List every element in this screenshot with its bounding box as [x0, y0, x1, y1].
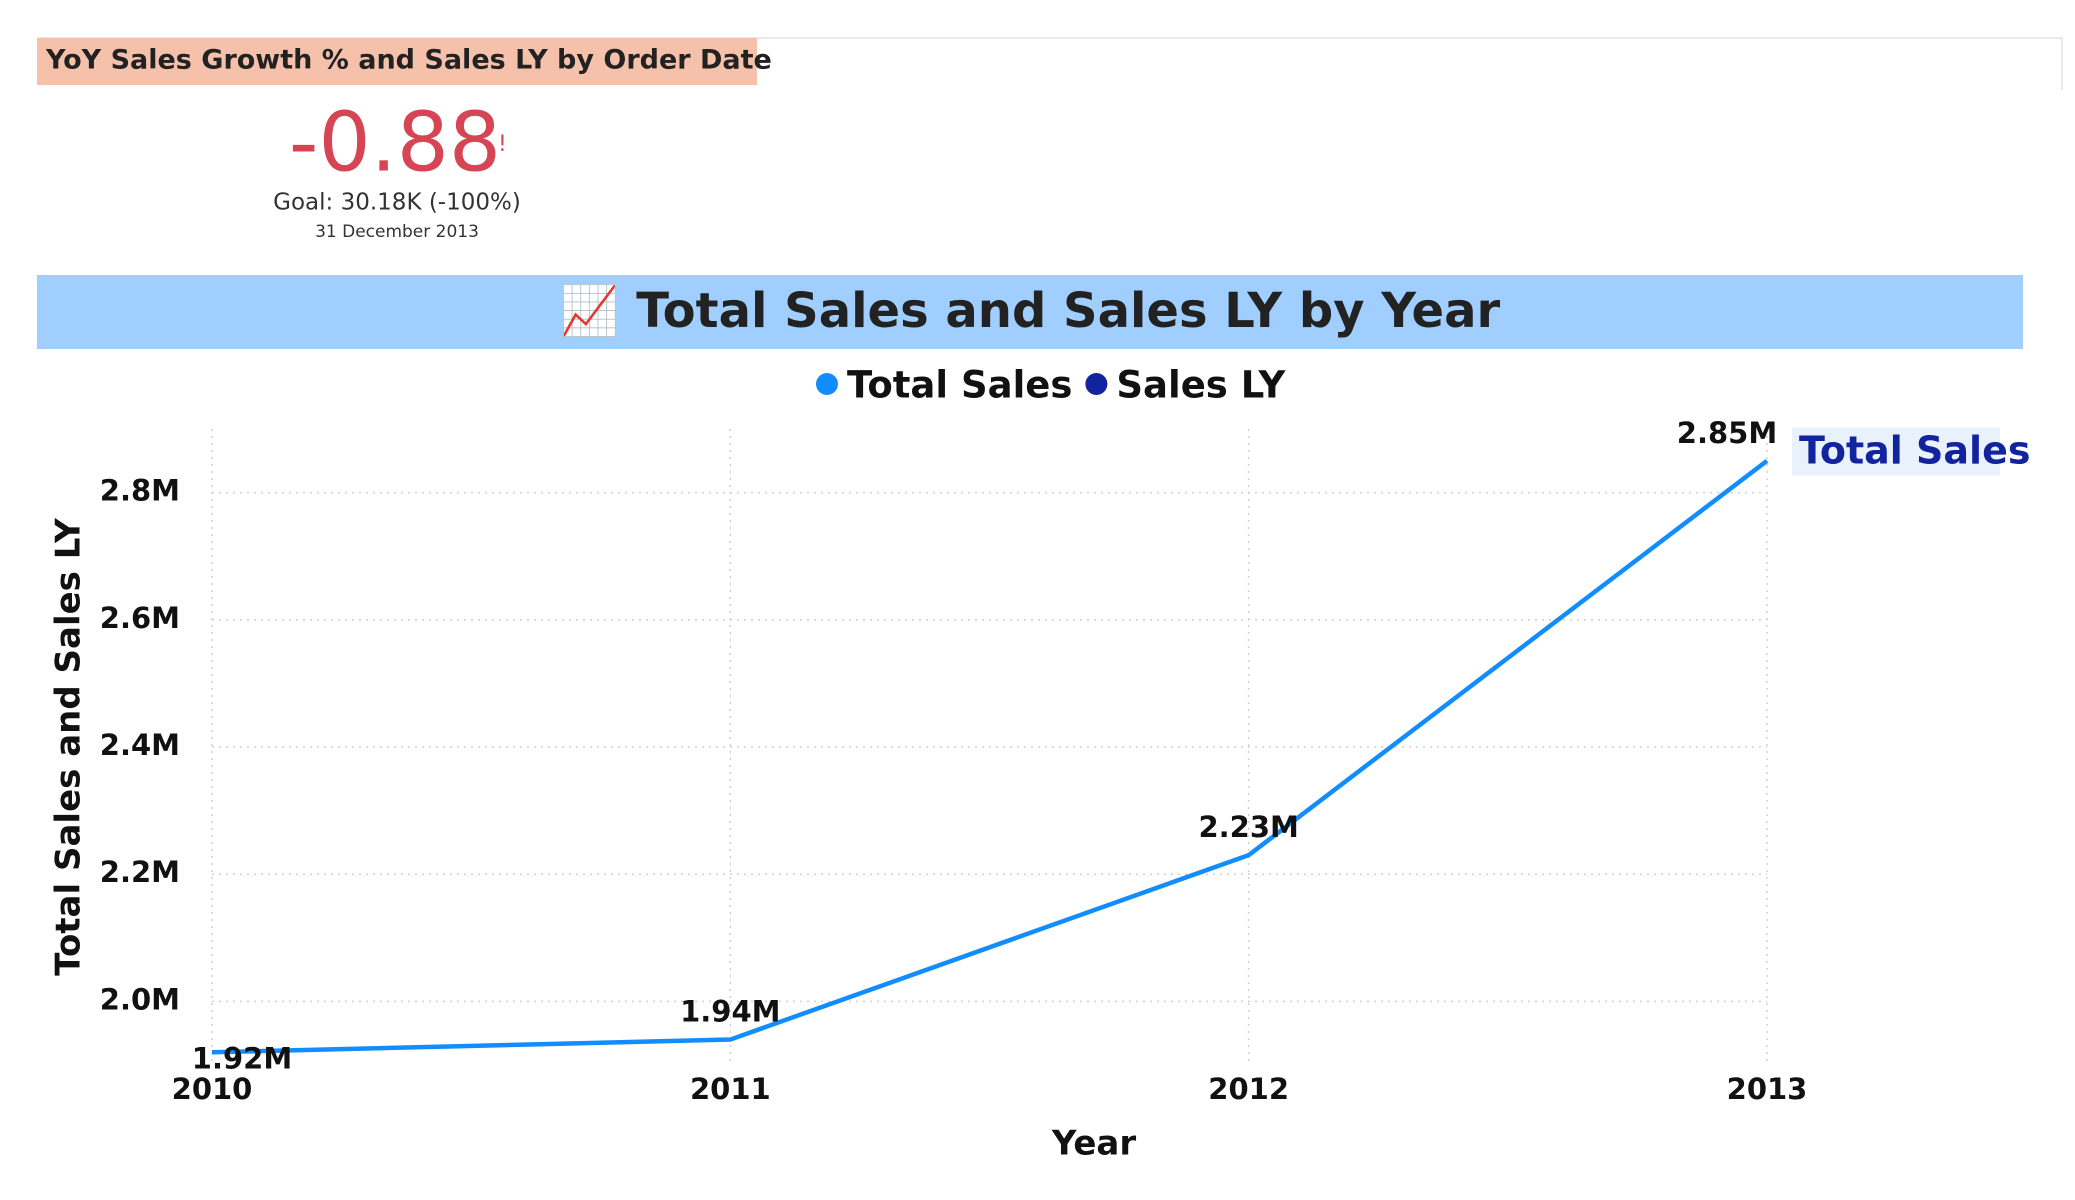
series-line: [211, 459, 1769, 1055]
x-tick-label: 2011: [690, 1072, 771, 1106]
data-label: 1.92M: [192, 1041, 292, 1075]
y-axis-title: Total Sales and Sales LY: [49, 518, 89, 976]
kpi-alert: !: [498, 132, 507, 157]
kpi-date: 31 December 2013: [315, 222, 479, 242]
y-tick-label: 2.4M: [100, 728, 180, 762]
legend-label: Total Sales: [847, 364, 1072, 407]
x-tick-label: 2012: [1208, 1072, 1289, 1106]
legend-label: Sales LY: [1116, 364, 1286, 407]
chart-title: 📈 Total Sales and Sales LY by Year: [560, 283, 1501, 339]
legend-marker: [816, 373, 838, 395]
y-tick-label: 2.0M: [100, 982, 180, 1016]
kpi-goal: Goal: 30.18K (-100%): [273, 190, 521, 216]
data-label: 1.94M: [680, 995, 780, 1029]
x-tick-label: 2010: [172, 1072, 253, 1106]
x-tick-label: 2013: [1727, 1072, 1808, 1106]
chart-title-bg: [37, 275, 2023, 349]
kpi-value: -0.88: [289, 95, 501, 190]
y-tick-label: 2.8M: [100, 474, 180, 508]
y-tick-label: 2.6M: [100, 601, 180, 635]
kpi-title-bg: [37, 38, 757, 85]
series-end-label-bg: [1792, 427, 2000, 476]
y-tick-label: 2.2M: [100, 855, 180, 889]
series-end-label: Total Sales: [1799, 428, 2030, 472]
kpi-title: YoY Sales Growth % and Sales LY by Order…: [45, 45, 772, 76]
data-label: 2.85M: [1677, 416, 1777, 450]
legend-marker: [1085, 373, 1108, 395]
x-axis-title: Year: [1051, 1124, 1137, 1164]
data-label: 2.23M: [1198, 810, 1298, 844]
